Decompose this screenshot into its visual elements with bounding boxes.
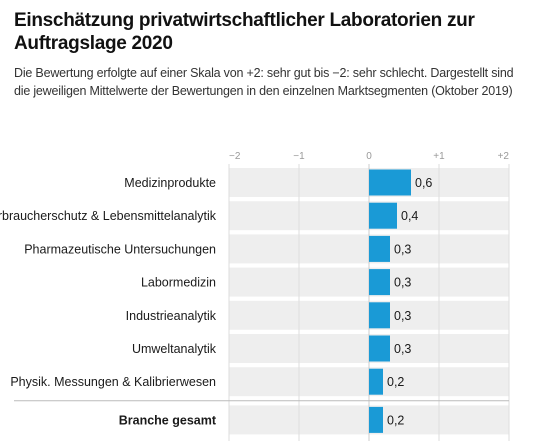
category-label: Industrieanalytik: [126, 309, 217, 323]
category-label: Branche gesamt: [119, 413, 217, 427]
category-label: Pharmazeutische Untersuchungen: [24, 242, 216, 256]
bar: [369, 368, 383, 395]
bar: [369, 235, 390, 262]
tick-label: 0: [366, 151, 372, 162]
bar: [369, 335, 390, 362]
category-label: Medizinprodukte: [124, 176, 216, 190]
bars: [369, 169, 411, 433]
value-label: 0,2: [387, 413, 404, 427]
bar: [369, 269, 390, 296]
value-label: 0,3: [394, 309, 411, 323]
bar: [369, 202, 397, 229]
value-label: 0,6: [415, 176, 432, 190]
category-label: Verbraucherschutz & Lebensmittelanalytik: [0, 209, 217, 223]
bar: [369, 406, 383, 433]
chart-subtitle: Die Bewertung erfolgte auf einer Skala v…: [14, 66, 514, 98]
value-label: 0,3: [394, 342, 411, 356]
bar: [369, 169, 411, 196]
value-label: 0,4: [401, 209, 418, 223]
bar: [369, 302, 390, 329]
tick-label: −1: [293, 151, 305, 162]
chart-title: Einschätzung privatwirtschaftlicher Labo…: [14, 10, 475, 54]
tick-labels: −2 −1 0 +1 +2: [229, 151, 509, 162]
category-label: Labormedizin: [141, 276, 216, 290]
value-label: 0,3: [394, 242, 411, 256]
category-labels: Medizinprodukte Verbraucherschutz & Leben…: [0, 176, 217, 427]
tick-label: +2: [498, 151, 510, 162]
value-label: 0,3: [394, 276, 411, 290]
category-label: Physik. Messungen & Kalibrierwesen: [10, 375, 216, 389]
value-label: 0,2: [387, 375, 404, 389]
tick-label: −2: [229, 151, 241, 162]
value-labels: 0,6 0,4 0,3 0,3 0,3 0,3 0,2 0,2: [387, 176, 432, 427]
category-label: Umweltanalytik: [132, 342, 217, 356]
tick-label: +1: [433, 151, 445, 162]
